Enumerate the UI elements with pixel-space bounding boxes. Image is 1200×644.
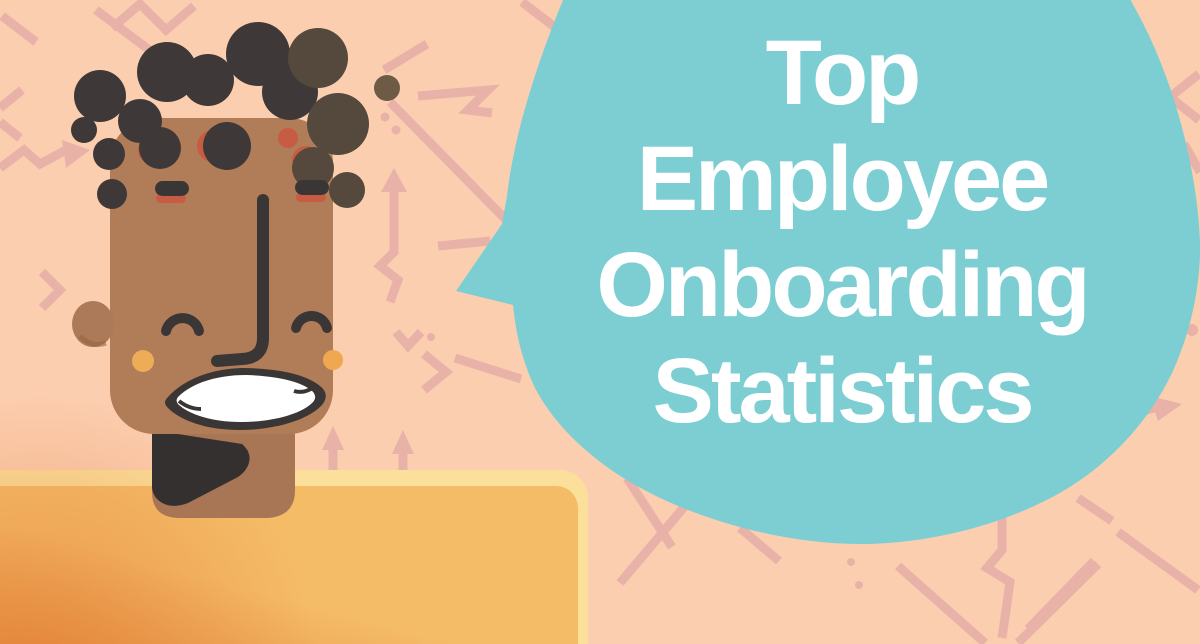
pattern-stroke <box>616 497 694 586</box>
pattern-chevron-dot <box>392 328 425 353</box>
hair-curl <box>137 42 197 102</box>
hair-dot <box>374 75 400 101</box>
pattern-stroke <box>437 236 491 251</box>
pattern-zigzag <box>417 84 500 118</box>
brow-accent <box>156 194 186 203</box>
hair <box>71 22 318 209</box>
pattern-arrowhead <box>381 168 407 192</box>
right-cheek <box>323 350 343 370</box>
pattern-chevron <box>421 350 454 394</box>
pattern-stroke <box>93 6 155 56</box>
pattern-arrowhead <box>392 430 414 454</box>
hair-curl <box>71 117 97 143</box>
pattern-dot <box>380 112 390 122</box>
pattern-stroke <box>1115 528 1200 594</box>
pattern-dot <box>391 125 401 135</box>
pattern-trend-arrow <box>0 144 69 172</box>
title-line-4: Statistics <box>652 340 1034 442</box>
background-pattern-fills <box>62 112 1198 589</box>
pattern-stroke <box>1024 557 1098 633</box>
left-eye <box>161 313 204 336</box>
pattern-dot <box>855 581 863 589</box>
hairline-accent <box>278 128 298 148</box>
pattern-stroke <box>519 0 559 32</box>
ear-shade <box>78 334 107 347</box>
hair-curl <box>307 93 369 155</box>
pattern-stroke <box>381 40 430 74</box>
face-features <box>132 180 343 430</box>
hair-curl <box>203 122 251 170</box>
pattern-dot <box>847 558 855 566</box>
hair-highlight <box>288 28 369 208</box>
hair-curl <box>329 172 365 208</box>
hair-curl <box>182 54 234 106</box>
title-line-3: Onboarding <box>596 234 1090 336</box>
pattern-stroke <box>453 353 523 384</box>
right-eye <box>291 311 332 333</box>
character <box>71 22 400 518</box>
teeth-notch <box>293 385 316 394</box>
pattern-stroke <box>737 524 782 565</box>
pattern-trend-arrow <box>373 192 404 304</box>
pattern-arrowhead <box>322 426 344 450</box>
pattern-dot <box>1186 324 1198 336</box>
pattern-stroke <box>895 562 988 644</box>
title-line-2: Employee <box>636 128 1051 230</box>
neck-shadow <box>152 430 250 506</box>
hair-curl <box>292 147 334 189</box>
pattern-zigzag <box>109 0 197 37</box>
pattern-stroke <box>1075 494 1115 525</box>
pattern-arrowhead <box>1150 396 1182 421</box>
right-eyebrow <box>295 180 329 195</box>
desk <box>0 390 588 644</box>
hair-curl <box>97 179 127 209</box>
brow-accent <box>296 193 326 202</box>
pattern-lightning <box>980 510 1015 639</box>
left-eyebrow <box>155 181 189 196</box>
bubble-title: Top Employee Onboarding Statistics <box>482 20 1200 444</box>
hair-curl <box>74 70 126 122</box>
nose <box>211 194 269 367</box>
desk-corner-shade <box>0 390 319 644</box>
teeth <box>176 375 316 422</box>
pattern-stroke <box>0 12 39 46</box>
pattern-stroke <box>0 86 25 112</box>
hair-curl <box>139 127 181 169</box>
pattern-stroke <box>0 118 23 142</box>
pattern-stroke <box>386 98 522 236</box>
pattern-dot <box>427 333 435 341</box>
hair-curl <box>288 28 348 88</box>
pattern-arrowhead <box>62 140 90 168</box>
speech-bubble <box>456 0 1200 544</box>
pattern-chevron <box>38 268 67 312</box>
ear <box>72 301 114 347</box>
hair-curl <box>93 138 125 170</box>
teeth-notch <box>177 399 202 411</box>
title-line-1: Top <box>765 22 922 124</box>
left-cheek <box>132 350 154 372</box>
